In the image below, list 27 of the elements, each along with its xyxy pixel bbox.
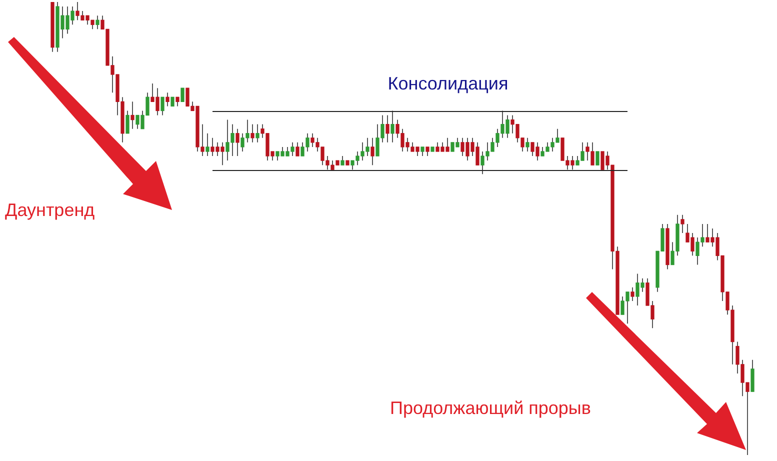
candlestick [340,156,344,166]
candlestick [180,88,184,102]
candlestick [166,92,170,107]
candlestick [256,124,260,143]
candlestick [426,146,430,157]
candlestick [370,137,374,166]
candlestick [130,101,134,130]
candlestick [160,96,164,116]
candlestick [250,124,254,143]
candlestick [680,214,684,234]
candlestick [296,142,300,157]
annotation: Даунтренд [5,200,95,221]
candlestick [386,114,390,143]
candlestick [750,359,754,392]
candlestick [126,110,130,134]
candlestick [96,15,100,30]
ref-line-label: Консолидация [388,73,508,94]
annotation: Продолжающий прорыв [390,398,591,419]
candlestick [176,96,180,107]
candlestick [630,286,634,302]
candlestick [390,110,394,143]
candlestick [170,96,174,107]
candlestick [596,150,600,166]
candlestick [420,146,424,157]
candlestick [236,128,240,157]
candlestick [526,137,530,152]
candlestick [206,132,210,157]
